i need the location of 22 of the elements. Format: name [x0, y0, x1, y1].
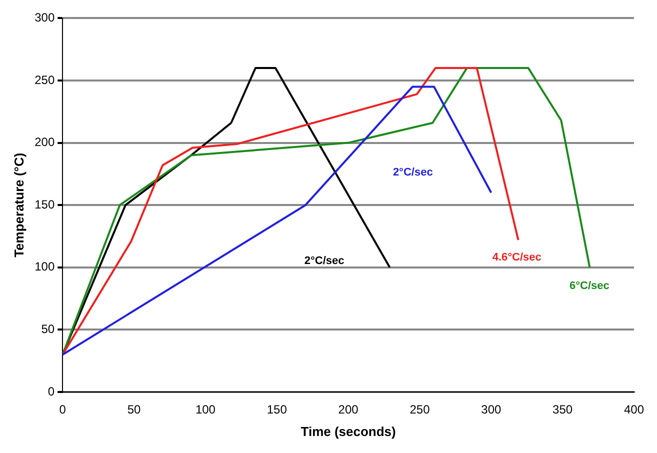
x-tick-label: 250: [410, 402, 430, 417]
annotation: 2°C/sec: [392, 166, 433, 179]
x-tick-label: 300: [481, 402, 502, 417]
y-tick-label: 0: [48, 384, 55, 398]
y-tick-label: 100: [34, 260, 55, 274]
x-tick-label: 150: [266, 402, 288, 417]
y-tick-label: 150: [34, 197, 55, 212]
y-tick-label: 250: [34, 72, 55, 87]
annotation: 6°C/sec: [569, 280, 610, 292]
y-tick-label: 50: [41, 322, 55, 336]
x-tick-label: 50: [127, 402, 142, 417]
y-axis-title: Temperature (°C): [11, 152, 26, 258]
x-tick-label: 400: [624, 402, 644, 417]
x-tick-label: 350: [552, 402, 573, 417]
x-tick-label: 200: [338, 402, 359, 417]
annotation: 2°C/sec: [304, 255, 344, 268]
x-tick-label: 0: [59, 402, 66, 417]
y-tick-label: 300: [34, 10, 55, 25]
annotation: 4.6°C/sec: [492, 251, 542, 264]
x-tick-label: 100: [195, 402, 216, 417]
y-tick-label: 200: [34, 135, 55, 150]
x-axis-title: Time (seconds): [300, 424, 396, 439]
